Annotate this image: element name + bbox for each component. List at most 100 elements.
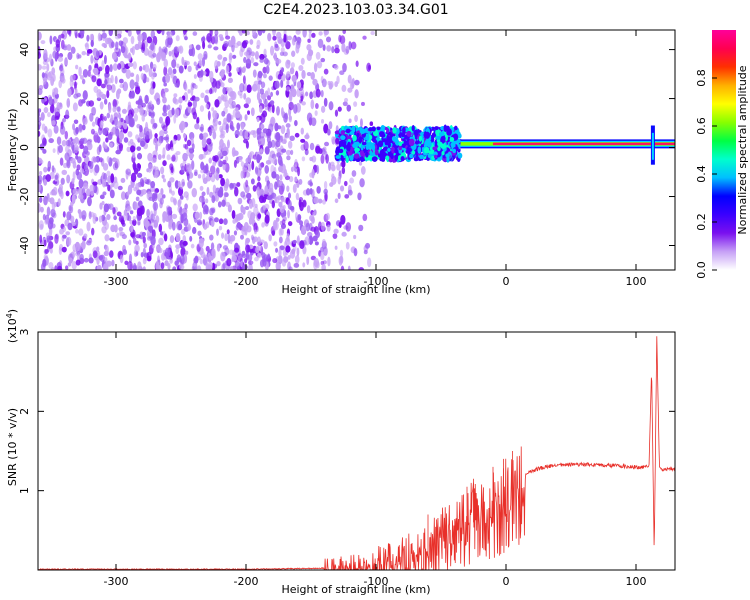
band-mark [369,152,376,157]
noise-mark [67,222,73,231]
noise-mark [62,117,67,123]
noise-mark [38,108,42,113]
noise-mark [216,243,221,252]
noise-mark [252,185,257,192]
noise-mark [229,266,234,270]
noise-mark [318,31,323,36]
noise-mark [187,65,192,73]
noise-mark [120,177,126,183]
noise-mark [274,43,279,48]
band-mark [335,146,340,154]
noise-mark [135,234,141,239]
noise-mark [42,137,47,146]
noise-mark [213,46,219,51]
noise-mark [271,104,275,114]
noise-mark [80,99,86,104]
noise-mark [150,40,155,51]
noise-mark [247,210,253,219]
noise-mark [92,250,98,259]
noise-mark [310,117,317,127]
noise-mark [46,206,51,217]
tone-core [493,142,675,146]
noise-mark [242,206,246,215]
noise-mark [327,128,331,136]
noise-mark [269,106,273,113]
noise-mark [150,235,156,246]
noise-mark [152,111,156,117]
noise-mark [86,151,90,156]
noise-mark [104,37,111,45]
noise-mark [328,162,332,171]
noise-mark [145,220,150,227]
noise-mark [148,163,154,172]
noise-mark [112,162,119,171]
noise-mark [218,225,223,231]
noise-mark [178,198,182,206]
noise-mark [160,262,165,270]
noise-mark [220,82,225,88]
noise-mark [270,139,276,148]
noise-mark [300,138,306,143]
noise-mark [221,59,226,67]
noise-mark [40,262,46,270]
noise-mark [116,106,121,112]
band-mark [453,125,458,131]
noise-mark [275,247,279,253]
noise-mark [244,51,250,56]
noise-mark [38,183,42,192]
noise-mark [110,128,116,136]
noise-mark [206,32,212,43]
band-mark [356,132,360,138]
noise-mark [149,61,154,70]
noise-mark [311,155,317,163]
noise-mark [57,144,63,154]
noise-mark [188,44,193,50]
noise-mark [220,177,226,187]
noise-mark [172,68,177,75]
noise-mark [65,190,70,197]
band-mark [349,131,355,135]
noise-mark [105,137,109,143]
noise-mark [201,195,205,204]
noise-mark [44,248,49,254]
noise-mark [209,234,214,241]
noise-mark [92,181,98,186]
noise-mark [41,96,46,104]
noise-mark [284,169,288,178]
noise-mark [163,136,169,141]
noise-mark [259,148,264,155]
noise-mark [166,206,172,216]
noise-mark [214,59,219,70]
noise-mark [340,265,345,270]
noise-mark [207,261,213,270]
noise-mark [199,126,204,131]
noise-mark [220,251,226,262]
noise-mark [126,146,131,153]
noise-mark [142,65,146,71]
noise-mark [297,214,302,221]
noise-mark [339,255,344,264]
noise-mark [211,195,216,204]
colorbar-tick-label: 0.4 [695,165,708,183]
band-mark [351,125,356,133]
noise-mark [185,250,189,255]
band-mark [446,128,452,136]
band-mark [457,133,462,139]
noise-mark [242,264,248,270]
colorbar-tick-label: 0.0 [695,261,708,279]
noise-mark [290,62,295,69]
band-mark [346,144,351,152]
noise-mark [326,224,331,232]
noise-mark [158,237,164,246]
noise-mark [251,160,255,171]
noise-mark [271,171,277,179]
noise-mark [323,68,329,75]
noise-mark [166,104,171,111]
noise-mark [98,144,102,153]
noise-mark [265,159,272,165]
noise-mark [269,194,273,200]
noise-mark [222,245,229,250]
snr-chart: -300 -200 -100 0 100 1 2 3 Height of straight li… [5,309,676,596]
noise-mark [278,236,283,244]
band-mark [394,154,398,161]
